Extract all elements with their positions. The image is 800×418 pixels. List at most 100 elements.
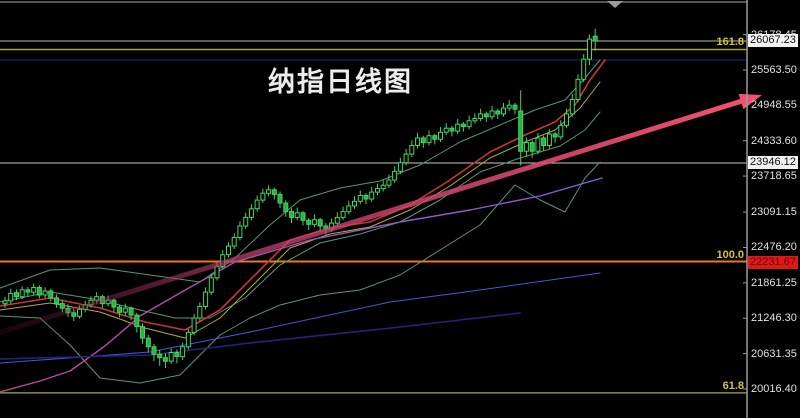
y-axis-tick-label: 21861.25 (751, 276, 797, 289)
candle-body (226, 245, 231, 256)
candle-body (14, 292, 19, 298)
candle-body (564, 113, 569, 126)
candle-body (432, 135, 438, 140)
candle-body (214, 265, 220, 279)
candle-body (128, 307, 134, 316)
candle-body (426, 135, 432, 144)
candle-body (168, 352, 174, 362)
chart-title: 纳指日线图 (268, 67, 413, 97)
candle-body (392, 170, 398, 181)
candle-body (403, 153, 409, 164)
candle-body (386, 179, 392, 186)
candle-body (449, 127, 455, 132)
y-axis-tick-label: 25563.50 (751, 63, 797, 76)
ma-yellow (0, 81, 601, 339)
candle-body (569, 99, 575, 115)
candle-body (438, 131, 443, 140)
candle-body (460, 123, 466, 127)
candle-body (380, 184, 386, 190)
candle-body (243, 216, 249, 227)
candle-body (203, 291, 209, 308)
candle-body (581, 58, 587, 80)
candle-body (501, 107, 506, 115)
fib-label-161.8: 161.8 (716, 36, 744, 49)
candle-body (174, 352, 180, 357)
candle-body (495, 110, 501, 115)
candle-body (59, 303, 65, 309)
candle-body (117, 306, 123, 313)
ma-magenta (0, 177, 603, 393)
y-axis-tick-label: 24333.60 (751, 134, 797, 147)
ma-blue (0, 272, 601, 364)
level-price-badge: 23946.12 (748, 155, 798, 169)
y-axis-tick-label: 21246.30 (751, 312, 797, 325)
candle-body (397, 162, 403, 172)
fib-price-badge: 22231.67 (748, 255, 798, 269)
candle-body (145, 337, 151, 348)
candle-body (254, 199, 260, 210)
candle-body (592, 35, 598, 42)
candle-body (523, 142, 529, 152)
candle-body (157, 353, 163, 359)
y-axis-tick-label: 20631.35 (751, 347, 797, 360)
candle-body (231, 237, 237, 247)
trend-arrow-shaft (0, 98, 743, 336)
candle-body (185, 331, 191, 348)
candle-body (271, 189, 277, 195)
candle-body (552, 133, 558, 138)
candle-body (42, 290, 48, 296)
candle-body (357, 195, 363, 202)
candle-body (306, 219, 312, 225)
candle-body (558, 124, 564, 138)
candle-body (375, 188, 380, 193)
candle-body (294, 212, 300, 218)
candle-body (237, 225, 243, 238)
candle-body (587, 38, 592, 60)
candle-body (48, 290, 54, 299)
candle-body (266, 189, 272, 194)
candle-body (191, 317, 197, 333)
candle-body (19, 289, 25, 298)
candle-body (529, 142, 535, 152)
candle-body (409, 145, 415, 155)
candle-body (455, 123, 461, 132)
candle-body (260, 192, 266, 201)
candle-body (208, 277, 214, 293)
candle-body (8, 292, 14, 302)
y-axis-tick-label: 22476.20 (751, 241, 797, 254)
y-axis-tick-label: 23718.65 (751, 170, 797, 183)
candle-body (466, 120, 472, 128)
candle-body (289, 211, 294, 218)
bollinger-middle (0, 111, 601, 319)
candle-body (122, 307, 128, 313)
current-price-badge: 26067.23 (748, 34, 798, 47)
candle-body (317, 219, 323, 227)
candle-body (512, 104, 518, 110)
candle-body (506, 104, 512, 109)
candle-body (334, 216, 340, 224)
candle-body (478, 113, 484, 120)
y-axis-tick-label: 20016.40 (751, 382, 797, 395)
candle-body (443, 127, 449, 133)
candle-body (541, 137, 547, 146)
candle-body (575, 78, 581, 101)
candle-body (151, 346, 157, 355)
candle-body (483, 113, 489, 118)
candle-body (346, 205, 352, 213)
candle-body (197, 306, 203, 319)
y-axis-tick-label: 23091.15 (751, 206, 797, 219)
candle-body (363, 195, 369, 200)
candle-body (535, 137, 541, 152)
fib-label-61.8: 61.8 (722, 379, 744, 392)
candle-body (546, 133, 552, 146)
candle-body (134, 314, 140, 328)
candle-body (415, 137, 421, 146)
bollinger-upper (0, 59, 601, 289)
candle-body (248, 208, 254, 218)
candlestick-series (2, 28, 598, 368)
candle-body (140, 326, 145, 339)
candle-body (283, 202, 289, 213)
candle-body (369, 191, 375, 200)
